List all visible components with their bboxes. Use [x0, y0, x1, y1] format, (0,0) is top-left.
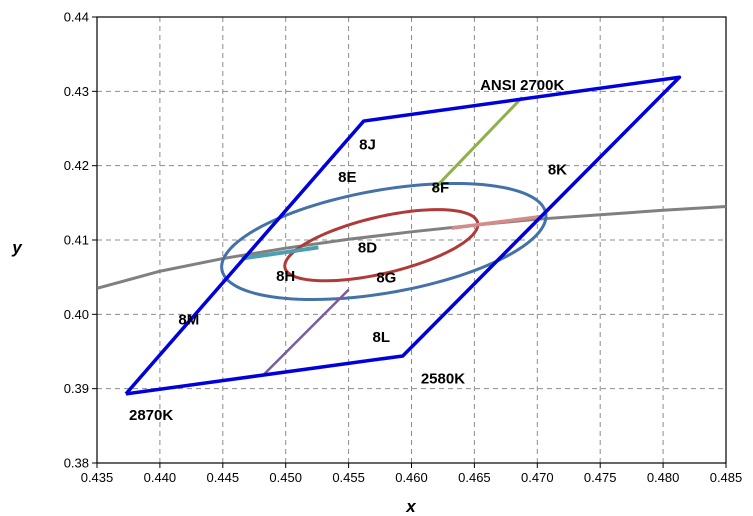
annotation-2580k: 2580K	[421, 370, 465, 387]
x-tick-label: 0.480	[647, 470, 680, 485]
ellipse-inner-series	[283, 208, 480, 283]
x-tick-label: 0.470	[521, 470, 554, 485]
axes: 0.435 0.440 0.445 0.450 0.455 0.460 0.465 0.470…	[64, 10, 743, 486]
planckian-locus-series	[97, 205, 726, 290]
y-tick-label: 0.42	[64, 158, 89, 173]
line-2700k-series	[431, 96, 524, 192]
x-tick-label: 0.465	[458, 470, 491, 485]
annotation-8l: 8L	[373, 329, 391, 346]
annotation-2870k: 2870K	[129, 407, 173, 424]
annotation-ansi-2700k: ANSI 2700K	[480, 77, 564, 94]
annotation-8g: 8G	[376, 269, 396, 286]
annotation-8j: 8J	[359, 136, 376, 153]
y-tick-label: 0.40	[64, 307, 89, 322]
y-tick-label: 0.43	[64, 84, 89, 99]
x-tick-label: 0.475	[584, 470, 617, 485]
annotation-8f: 8F	[432, 179, 450, 196]
x-tick-label: 0.445	[207, 470, 240, 485]
x-tick-label: 0.435	[81, 470, 114, 485]
annotation-8k: 8K	[548, 162, 567, 179]
y-tick-label: 0.41	[64, 233, 89, 248]
annotation-8e: 8E	[338, 169, 356, 186]
x-tick-label: 0.450	[269, 470, 302, 485]
x-tick-label: 0.460	[395, 470, 428, 485]
y-tick-label: 0.38	[64, 456, 89, 471]
line-2580k-series	[451, 214, 544, 230]
x-tick-label: 0.485	[710, 470, 743, 485]
line-2870k-series	[241, 245, 319, 261]
annotation-8m: 8M	[178, 312, 199, 329]
quadrangle-series	[124, 75, 682, 396]
y-tick-label: 0.39	[64, 381, 89, 396]
annotation-8h: 8H	[276, 268, 295, 285]
line-lower-series	[262, 288, 350, 377]
plot-frame	[96, 16, 727, 464]
series	[97, 75, 726, 396]
annotation-8d: 8D	[358, 240, 377, 257]
y-tick-label: 0.44	[64, 10, 89, 25]
x-tick-label: 0.455	[332, 470, 365, 485]
y-axis-title: y	[11, 238, 23, 257]
series-clip-group	[97, 75, 726, 396]
x-tick-label: 0.440	[144, 470, 177, 485]
x-axis-title: x	[405, 497, 417, 516]
